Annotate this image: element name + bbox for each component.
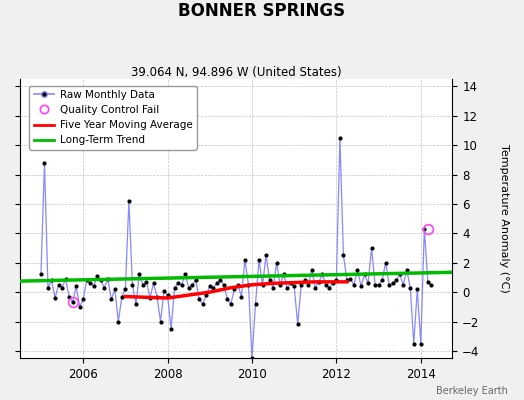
Text: BONNER SPRINGS: BONNER SPRINGS — [179, 2, 345, 20]
Title: 39.064 N, 94.896 W (United States): 39.064 N, 94.896 W (United States) — [131, 66, 342, 79]
Legend: Raw Monthly Data, Quality Control Fail, Five Year Moving Average, Long-Term Tren: Raw Monthly Data, Quality Control Fail, … — [29, 86, 196, 150]
Text: Berkeley Earth: Berkeley Earth — [436, 386, 508, 396]
Y-axis label: Temperature Anomaly (°C): Temperature Anomaly (°C) — [499, 144, 509, 293]
